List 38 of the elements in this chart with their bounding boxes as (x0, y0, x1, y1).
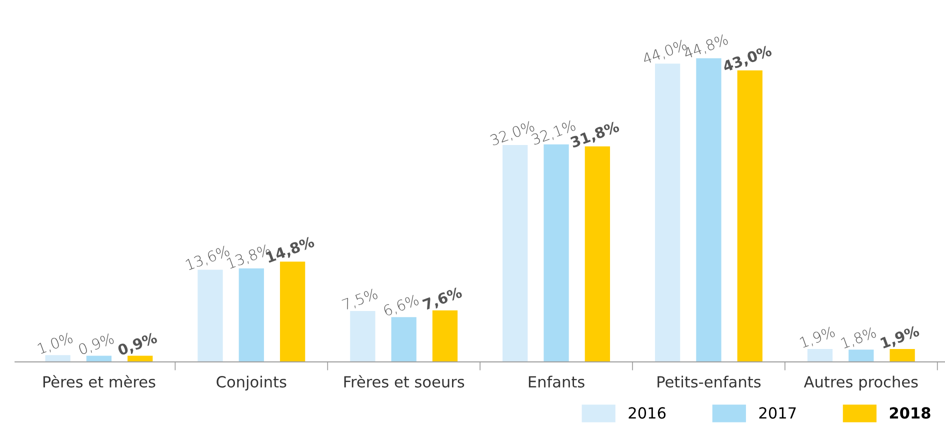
bar (238, 268, 264, 362)
x-tick-label: Frères et soeurs (344, 375, 464, 388)
x-tick-label: Petits-enfants (658, 376, 761, 388)
x-tick-label: Conjoints (216, 376, 286, 391)
bar (654, 64, 680, 362)
bar (432, 310, 458, 362)
bar (280, 262, 306, 362)
data-label: 1,8% (840, 326, 878, 350)
data-label: 7,6% (422, 286, 464, 312)
data-label: 1,9% (880, 325, 921, 350)
data-label: 1,0% (37, 332, 74, 356)
bar (502, 144, 528, 362)
bar (890, 349, 915, 362)
bar (584, 146, 610, 362)
x-tick-label: Enfants (528, 376, 584, 388)
legend-label: 2018 (890, 407, 930, 419)
bar (807, 349, 833, 362)
bar (737, 70, 762, 362)
bar (696, 58, 722, 362)
bar (45, 355, 70, 362)
data-label: 0,9% (78, 332, 115, 356)
data-label: 13,6% (185, 245, 231, 272)
bar (544, 144, 569, 362)
bar (128, 356, 153, 362)
legend-label: 2016 (628, 407, 666, 419)
data-label: 6,6% (383, 294, 420, 318)
bar (86, 356, 112, 362)
data-label: 44,0% (642, 39, 688, 66)
data-label: 0,9% (117, 332, 158, 358)
legend-label: 2017 (759, 407, 796, 419)
bar (198, 270, 223, 362)
bar (391, 317, 416, 362)
bar (350, 311, 376, 362)
data-label: 7,5% (342, 288, 379, 312)
data-label: 1,9% (799, 326, 836, 350)
bar (848, 350, 874, 362)
x-tick-label: Pères et mères (43, 375, 156, 388)
x-tick-label: Autres proches (804, 376, 918, 391)
